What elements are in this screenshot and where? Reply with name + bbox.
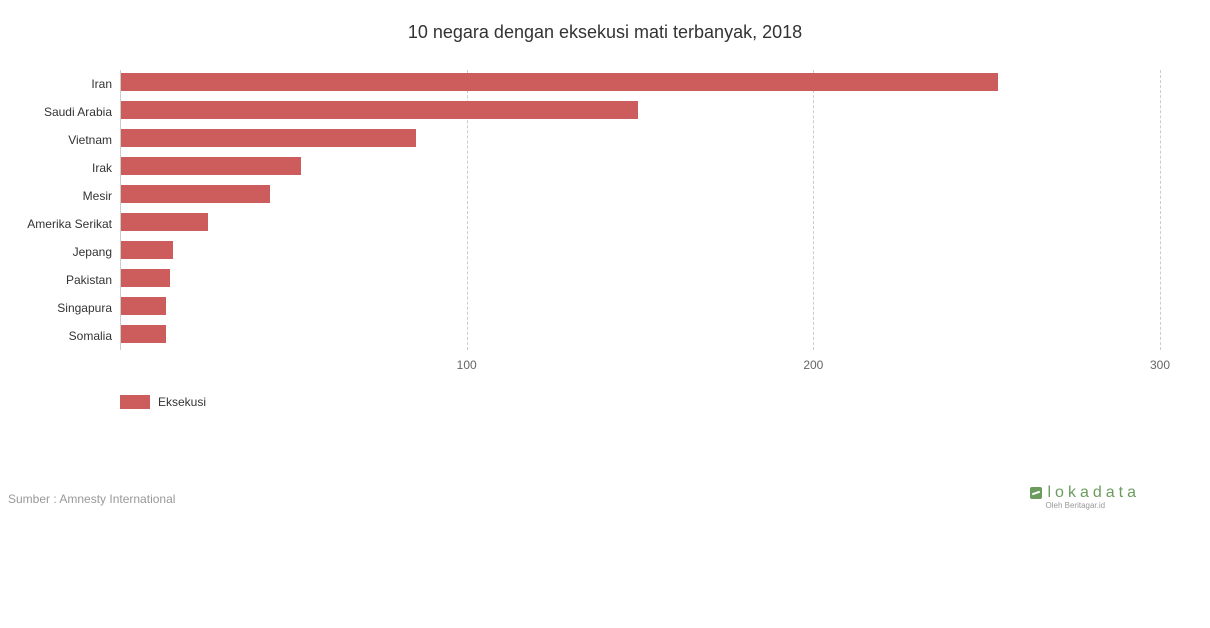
bar-row: Mesir [120, 182, 1160, 210]
bar-row: Singapura [120, 294, 1160, 322]
bar-row: Irak [120, 154, 1160, 182]
category-label: Irak [92, 161, 112, 175]
bar-row: Somalia [120, 322, 1160, 350]
bar [121, 73, 998, 91]
brand-name: lokadata [1048, 484, 1141, 502]
chart-container: 10 negara dengan eksekusi mati terbanyak… [0, 0, 1210, 628]
bar [121, 101, 638, 119]
plot-area: 100200300IranSaudi ArabiaVietnamIrakMesi… [120, 70, 1160, 350]
category-label: Somalia [69, 329, 112, 343]
category-label: Mesir [83, 189, 112, 203]
bar [121, 297, 166, 315]
legend: Eksekusi [120, 395, 206, 409]
bar [121, 213, 208, 231]
category-label: Singapura [57, 301, 112, 315]
bar [121, 129, 416, 147]
bar-row: Iran [120, 70, 1160, 98]
bar [121, 241, 173, 259]
bar [121, 325, 166, 343]
bar-row: Saudi Arabia [120, 98, 1160, 126]
bar [121, 269, 170, 287]
x-tick-label: 300 [1150, 358, 1170, 372]
bar-row: Vietnam [120, 126, 1160, 154]
bar-row: Jepang [120, 238, 1160, 266]
brand-name-row: lokadata [1030, 484, 1141, 502]
brand-logo: lokadata Oleh Beritagar.id [1030, 484, 1141, 510]
category-label: Iran [91, 77, 112, 91]
category-label: Saudi Arabia [44, 105, 112, 119]
category-label: Vietnam [68, 133, 112, 147]
chart-title: 10 negara dengan eksekusi mati terbanyak… [0, 0, 1210, 43]
source-text: Sumber : Amnesty International [8, 492, 175, 506]
bar [121, 157, 301, 175]
x-tick-label: 100 [457, 358, 477, 372]
grid-line [1160, 70, 1161, 350]
leaf-icon [1030, 487, 1042, 499]
category-label: Jepang [73, 245, 112, 259]
category-label: Amerika Serikat [27, 217, 112, 231]
legend-label: Eksekusi [158, 395, 206, 409]
legend-swatch [120, 395, 150, 409]
bar [121, 185, 270, 203]
x-tick-label: 200 [803, 358, 823, 372]
bar-row: Pakistan [120, 266, 1160, 294]
bar-row: Amerika Serikat [120, 210, 1160, 238]
brand-subtitle: Oleh Beritagar.id [1046, 501, 1141, 510]
category-label: Pakistan [66, 273, 112, 287]
